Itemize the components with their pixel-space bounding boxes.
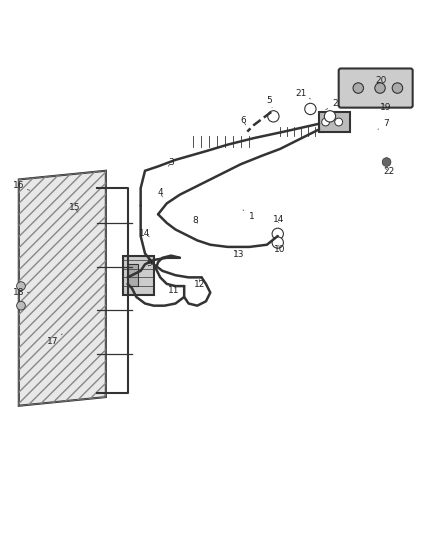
FancyBboxPatch shape: [339, 68, 413, 108]
Text: 7: 7: [378, 119, 389, 130]
Circle shape: [382, 158, 391, 166]
Polygon shape: [19, 171, 106, 406]
Text: 19: 19: [379, 103, 391, 112]
Circle shape: [272, 237, 283, 248]
Text: 13: 13: [233, 250, 244, 259]
Text: 20: 20: [375, 76, 387, 85]
Text: 18: 18: [13, 288, 30, 297]
Text: 5: 5: [266, 96, 272, 108]
Text: 9: 9: [146, 259, 152, 268]
Polygon shape: [123, 256, 154, 295]
Text: 16: 16: [13, 181, 30, 190]
Polygon shape: [127, 264, 138, 286]
Text: 11: 11: [168, 286, 179, 295]
Text: 21: 21: [295, 89, 311, 99]
Text: 1: 1: [243, 210, 254, 221]
Circle shape: [335, 118, 343, 126]
Polygon shape: [319, 112, 350, 132]
Circle shape: [17, 301, 25, 310]
Text: 14: 14: [139, 229, 151, 238]
Text: 15: 15: [69, 203, 80, 212]
Text: 6: 6: [240, 116, 246, 125]
Circle shape: [392, 83, 403, 93]
Text: 14: 14: [273, 215, 285, 224]
Circle shape: [268, 111, 279, 122]
Circle shape: [375, 83, 385, 93]
Text: 10: 10: [274, 245, 286, 254]
Text: 3: 3: [168, 158, 174, 166]
Circle shape: [17, 282, 25, 290]
Circle shape: [305, 103, 316, 115]
Circle shape: [324, 111, 336, 122]
Text: 17: 17: [47, 334, 62, 346]
Text: 4: 4: [157, 188, 163, 197]
Circle shape: [353, 83, 364, 93]
Text: 22: 22: [383, 167, 394, 176]
Text: 12: 12: [194, 279, 205, 289]
Text: 8: 8: [192, 216, 198, 225]
Circle shape: [272, 228, 283, 239]
Circle shape: [322, 118, 329, 126]
Text: 2: 2: [325, 99, 339, 110]
